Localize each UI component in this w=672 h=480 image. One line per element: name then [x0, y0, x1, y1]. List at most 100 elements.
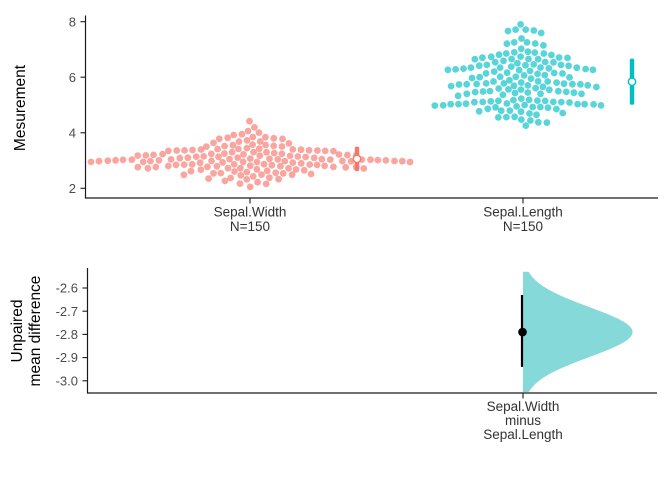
swarm-dot — [557, 98, 565, 106]
swarm-dot — [534, 55, 542, 63]
swarm-dot — [262, 180, 270, 188]
swarm-dot — [250, 148, 257, 156]
swarm-dot — [266, 155, 273, 163]
bottom-panel: -2.6 -2.7 -2.8 -2.9 -3.0 Unpaired mean d… — [9, 268, 657, 442]
swarm-dot — [192, 153, 200, 161]
swarm-dot — [246, 183, 254, 191]
swarm-dot — [520, 72, 528, 79]
mean-sd-bars-layer — [352, 58, 637, 171]
swarm-dot — [455, 100, 462, 108]
swarm-dot — [499, 91, 507, 99]
swarm-dot — [550, 69, 558, 77]
diff-label-line3: Sepal.Length — [483, 427, 563, 442]
swarm-dot — [447, 82, 455, 90]
swarm-dot — [510, 49, 518, 56]
swarm-dot — [310, 154, 318, 162]
top-y-tick-label: 4 — [69, 125, 76, 140]
bottom-y-tick-label: -3.0 — [56, 373, 78, 388]
swarm-dot — [243, 168, 251, 176]
swarm-dot — [374, 156, 382, 164]
swarm-dot — [302, 153, 309, 161]
swarm-dot — [549, 98, 557, 106]
swarm-dot — [226, 155, 233, 163]
swarm-dot — [230, 161, 238, 168]
swarm-dot — [321, 147, 329, 155]
swarm-dot — [335, 151, 343, 158]
swarm-dot — [497, 107, 505, 115]
swarm-dot — [321, 162, 328, 170]
swarm-dot — [210, 139, 217, 147]
swarm-dot — [573, 64, 581, 72]
swarm-dot — [500, 57, 507, 65]
swarm-dot — [255, 145, 263, 153]
swarm-dot — [503, 113, 510, 121]
swarm-dot — [503, 100, 511, 107]
swarm-dot — [468, 74, 476, 82]
swarm-dot — [487, 53, 495, 61]
swarm-dot — [574, 100, 581, 108]
swarm-dot — [134, 163, 142, 171]
swarm-dot — [217, 169, 225, 177]
swarm-dot — [517, 45, 525, 53]
swarm-dot — [479, 54, 486, 62]
bootstrap-violin-layer — [518, 271, 633, 393]
swarm-dot — [527, 117, 534, 124]
swarm-dot — [555, 54, 563, 61]
swarm-dot — [244, 127, 252, 135]
swarm-dot — [281, 157, 289, 165]
swarm-dot — [539, 83, 547, 91]
swarm-dot — [439, 101, 447, 109]
swarm-dot — [236, 180, 244, 188]
bootstrap-violin — [523, 271, 633, 393]
swarm-dot — [545, 86, 553, 94]
swarm-dot — [360, 165, 368, 172]
swarm-dot — [513, 103, 520, 110]
swarm-dot — [483, 61, 491, 69]
swarm-dot — [197, 166, 205, 174]
swarm-dot — [515, 66, 523, 74]
swarm-dot — [529, 103, 537, 111]
swarm-dot — [227, 174, 235, 182]
swarm-dot — [510, 39, 518, 46]
swarm-dot — [243, 137, 251, 144]
swarm-dot — [204, 163, 211, 171]
bottom-y-tick-label: -2.9 — [56, 350, 78, 365]
swarm-dot — [224, 164, 232, 172]
swarm-dot — [270, 142, 278, 150]
swarm-dot — [263, 167, 271, 175]
top-y-axis-title: Mesurement — [12, 64, 29, 151]
swarm-dot — [502, 50, 510, 57]
swarm-dot — [289, 146, 297, 153]
swarm-dot — [172, 161, 180, 169]
swarm-dot — [167, 156, 175, 163]
swarm-dot — [544, 104, 552, 112]
swarm-dot — [406, 158, 414, 166]
swarm-dot — [255, 129, 263, 137]
swarm-dot — [210, 169, 217, 177]
swarm-dot — [306, 161, 314, 168]
swarm-dot — [246, 155, 254, 163]
swarm-dot — [534, 97, 541, 104]
swarm-dot — [150, 151, 157, 159]
swarm-dot — [342, 163, 350, 171]
swarm-dot — [180, 171, 188, 179]
swarm-dot — [512, 73, 520, 81]
swarm-dot — [508, 55, 515, 63]
swarm-dot — [559, 70, 566, 77]
swarm-dot — [500, 80, 508, 87]
swarm-dot — [391, 157, 398, 165]
swarm-dot — [297, 146, 305, 154]
swarm-dot — [593, 83, 600, 91]
swarm-dot — [553, 79, 560, 86]
top-y-tick-label: 2 — [69, 181, 76, 196]
swarm-dot — [471, 55, 479, 63]
swarm-dot — [486, 87, 494, 95]
swarm-dot — [495, 85, 503, 92]
swarm-dot — [184, 154, 192, 162]
swarm-dot — [180, 161, 188, 169]
swarm-dot — [589, 66, 597, 74]
swarm-dot — [517, 53, 524, 60]
swarm-dot — [479, 88, 487, 95]
swarm-dot — [251, 124, 258, 131]
swarm-dot — [540, 42, 547, 49]
